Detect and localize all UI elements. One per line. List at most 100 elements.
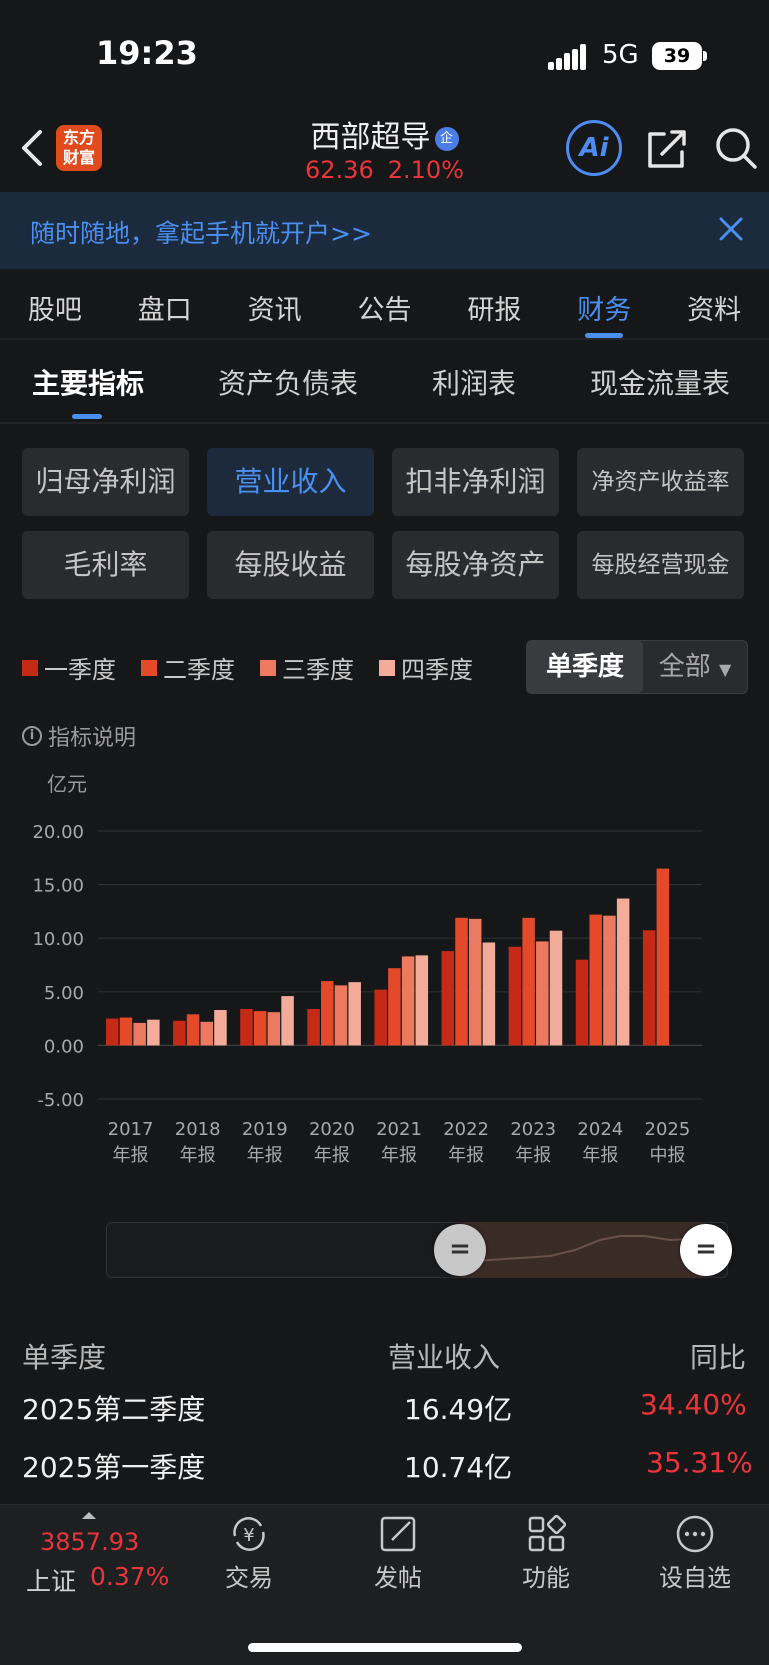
- compose-icon: [380, 1516, 416, 1552]
- cellular-signal-icon: [548, 44, 588, 70]
- period-toggle: 单季度 全部 ▼: [526, 640, 748, 694]
- tab-pankou[interactable]: 盘口: [137, 295, 192, 326]
- subtab-income-statement[interactable]: 利润表: [432, 367, 517, 400]
- table-row-value: 16.49亿: [404, 1393, 513, 1426]
- subtab-cash-flow[interactable]: 现金流量表: [590, 367, 731, 400]
- bar-三季度: [468, 918, 482, 1046]
- network-type: 5G: [602, 40, 639, 70]
- legend-q3: 三季度: [260, 650, 354, 685]
- bar-一季度: [173, 1020, 186, 1046]
- x-tick-sublabel: 年报: [180, 1145, 216, 1166]
- indicator-operating-cash-per-share[interactable]: 每股经营现金: [577, 531, 744, 599]
- y-tick-label: 10.00: [32, 929, 84, 950]
- dropdown-arrow-icon: ▼: [718, 660, 732, 679]
- close-icon[interactable]: [718, 216, 744, 242]
- indicator-deducted-net-profit[interactable]: 扣非净利润: [392, 448, 559, 516]
- bar-二季度: [119, 1017, 133, 1046]
- bar-一季度: [642, 930, 656, 1046]
- indicator-roe[interactable]: 净资产收益率: [577, 448, 744, 516]
- nav-functions[interactable]: 功能: [491, 1514, 601, 1593]
- indicator-net-profit[interactable]: 归母净利润: [22, 448, 189, 516]
- tab-guba[interactable]: 股吧: [27, 295, 82, 326]
- bar-三季度: [334, 985, 348, 1046]
- app-logo: 东方 财富: [56, 125, 102, 171]
- bar-一季度: [307, 1008, 320, 1046]
- x-tick-sublabel: 年报: [247, 1145, 283, 1166]
- legend-q4: 四季度: [379, 650, 473, 685]
- indicator-gross-margin[interactable]: 毛利率: [22, 531, 189, 599]
- subtab-balance-sheet[interactable]: 资产负债表: [218, 367, 359, 400]
- x-tick-sublabel: 年报: [448, 1145, 484, 1166]
- back-arrow-icon[interactable]: [18, 128, 48, 168]
- x-tick-sublabel: 年报: [113, 1145, 149, 1166]
- slider-left-handle[interactable]: =: [434, 1224, 486, 1276]
- y-tick-label: 0.00: [44, 1036, 84, 1057]
- bar-四季度: [415, 955, 429, 1046]
- nav-add-watchlist[interactable]: 设自选: [640, 1514, 750, 1593]
- slider-right-handle[interactable]: =: [680, 1224, 732, 1276]
- x-tick-label: 2020: [309, 1119, 355, 1140]
- share-icon[interactable]: [646, 128, 688, 170]
- bar-一季度: [106, 1018, 119, 1046]
- table-row-yoy: 34.40%: [640, 1388, 747, 1421]
- legend-swatch: [379, 659, 395, 676]
- bar-四季度: [482, 942, 496, 1046]
- bar-二季度: [522, 917, 535, 1046]
- index-value[interactable]: 3857.93: [40, 1528, 140, 1556]
- bar-二季度: [321, 981, 334, 1046]
- trade-icon: ¥: [233, 1517, 265, 1551]
- nav-trade[interactable]: ¥ 交易: [194, 1514, 304, 1593]
- x-tick-sublabel: 年报: [381, 1145, 417, 1166]
- bar-二季度: [455, 917, 468, 1046]
- subtab-underline: [72, 414, 102, 419]
- revenue-bar-chart: 亿元 20.00 15.00 10.00 5.00 0.00 -5.00 2017 年报 2018…: [32, 772, 702, 1166]
- tab-finance[interactable]: 财务: [549, 270, 659, 338]
- more-icon: [676, 1515, 714, 1553]
- x-tick-label: 2019: [242, 1119, 288, 1140]
- tab-research[interactable]: 研报: [467, 295, 522, 326]
- all-periods-dropdown[interactable]: 全部 ▼: [658, 652, 732, 682]
- bar-三季度: [603, 915, 616, 1046]
- grid-icon: [528, 1514, 567, 1552]
- bar-三季度: [536, 941, 549, 1046]
- x-tick-label: 2017: [108, 1119, 154, 1140]
- home-indicator: [248, 1643, 522, 1652]
- subtab-key-indicators[interactable]: 主要指标: [32, 367, 145, 400]
- table-row-yoy: 35.31%: [646, 1446, 753, 1479]
- bar-一季度: [508, 946, 522, 1046]
- range-slider-selection[interactable]: [460, 1222, 706, 1278]
- indicator-eps[interactable]: 每股收益: [207, 531, 374, 599]
- nav-post[interactable]: 发帖: [343, 1514, 453, 1593]
- x-tick-sublabel: 年报: [515, 1145, 551, 1166]
- ai-assistant-button[interactable]: Ai: [566, 120, 622, 176]
- tab-profile[interactable]: 资料: [687, 295, 742, 326]
- bar-三季度: [401, 956, 415, 1046]
- table-row-value: 10.74亿: [404, 1451, 513, 1484]
- table-row-period: 2025第一季度: [22, 1451, 206, 1484]
- indicator-help[interactable]: i 指标说明: [22, 720, 136, 752]
- bar-一季度: [374, 989, 387, 1046]
- index-expand-arrow-icon[interactable]: [82, 1512, 96, 1519]
- bar-四季度: [281, 996, 294, 1046]
- tab-announcements[interactable]: 公告: [357, 295, 412, 326]
- bar-四季度: [348, 982, 361, 1046]
- index-change-pct[interactable]: 0.37%: [90, 1562, 170, 1591]
- x-tick-label: 2021: [376, 1119, 422, 1140]
- indicator-revenue[interactable]: 营业收入: [207, 448, 374, 516]
- bar-二季度: [253, 1011, 267, 1046]
- divider: [0, 338, 769, 340]
- indicator-bvps[interactable]: 每股净资产: [392, 531, 559, 599]
- y-tick-label: 20.00: [32, 822, 84, 843]
- tab-news[interactable]: 资讯: [247, 295, 302, 326]
- x-tick-label: 2025: [645, 1119, 691, 1140]
- single-quarter-button[interactable]: 单季度: [527, 641, 643, 693]
- open-account-banner[interactable]: [0, 192, 769, 269]
- svg-text:¥: ¥: [243, 1525, 254, 1546]
- index-name[interactable]: 上证: [26, 1567, 77, 1596]
- bar-二季度: [656, 868, 670, 1046]
- search-icon[interactable]: [714, 126, 758, 170]
- table-row-period: 2025第二季度: [22, 1393, 206, 1426]
- legend-swatch: [141, 659, 157, 676]
- bar-四季度: [549, 930, 563, 1046]
- banner-text[interactable]: 随时随地，拿起手机就开户>>: [30, 219, 372, 248]
